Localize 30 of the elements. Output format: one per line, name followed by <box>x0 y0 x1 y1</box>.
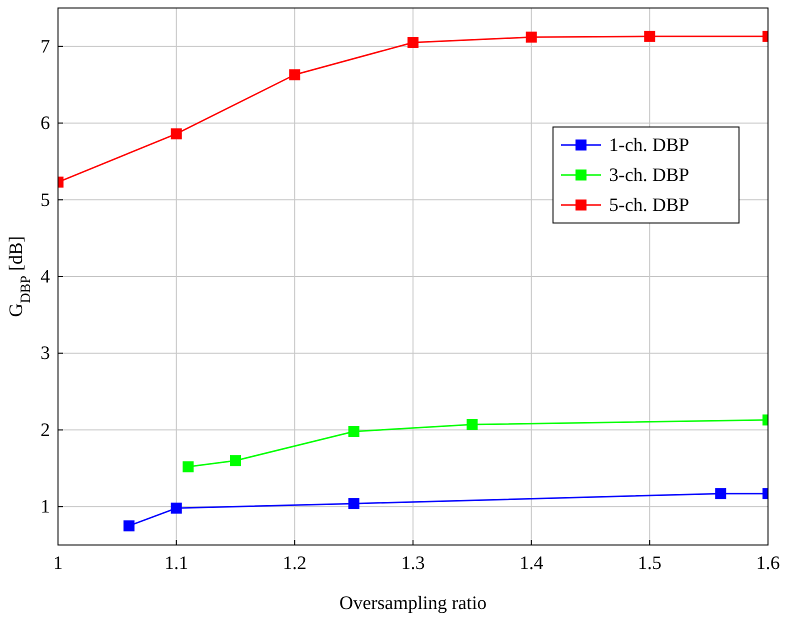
point <box>715 488 726 500</box>
x-tick-label: 1.3 <box>401 553 425 574</box>
legend-label: 5-ch. DBP <box>609 195 690 216</box>
y-tick-label: 7 <box>40 36 50 58</box>
y-tick-label: 6 <box>40 113 50 134</box>
point <box>644 30 656 42</box>
y-tick-label: 2 <box>40 420 50 441</box>
point <box>408 37 418 48</box>
y-tick-label: 3 <box>40 343 50 364</box>
point <box>466 419 478 430</box>
point <box>348 426 360 437</box>
y-tick-label: 4 <box>40 266 50 288</box>
x-tick-label: 1.1 <box>164 553 188 574</box>
x-axis-title: Oversampling ratio <box>339 593 487 614</box>
point <box>289 69 300 80</box>
point <box>170 502 182 514</box>
point <box>170 128 182 140</box>
y-tick-label: 5 <box>40 190 50 211</box>
x-tick-label: 1.2 <box>282 553 307 574</box>
x-tick-label: 1.6 <box>756 553 780 574</box>
point <box>182 461 194 472</box>
y-tick-label: 1 <box>40 496 50 518</box>
point <box>526 32 537 43</box>
point <box>124 520 134 532</box>
x-tick-label: 1.5 <box>638 553 662 574</box>
x-tick-label: 1.4 <box>519 553 544 574</box>
point <box>348 498 360 510</box>
legend-label: 1-ch. DBP <box>609 135 690 156</box>
legend-label: 3-ch. DBP <box>609 165 690 186</box>
point <box>230 455 241 466</box>
